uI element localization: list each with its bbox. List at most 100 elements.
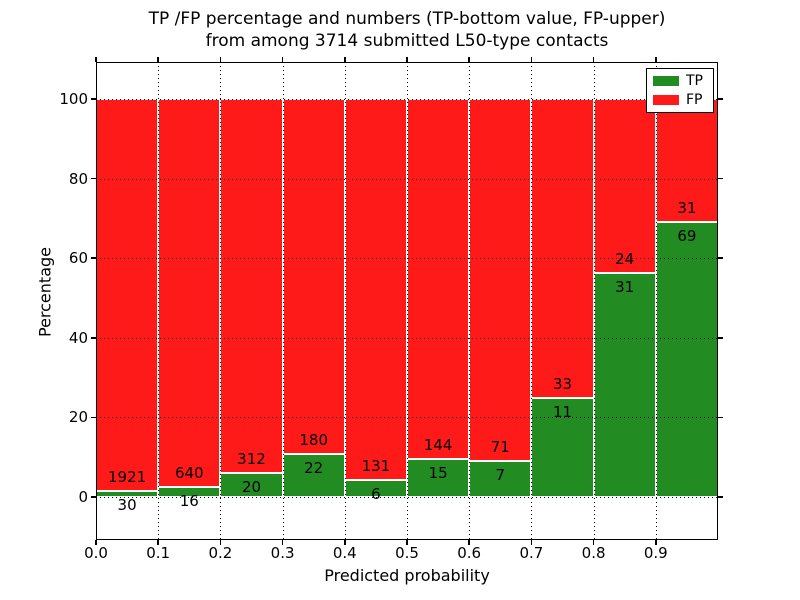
x-tick-label: 0.4 bbox=[332, 544, 357, 562]
x-tick-label: 0.5 bbox=[395, 544, 419, 562]
fp-bar-segment bbox=[531, 99, 594, 398]
tp-count-label: 22 bbox=[304, 458, 324, 477]
y-tick-mark bbox=[91, 496, 96, 498]
vertical-gridline bbox=[407, 62, 408, 540]
tp-bar-segment bbox=[282, 453, 345, 497]
x-axis-label: Predicted probability bbox=[324, 566, 490, 585]
vertical-gridline bbox=[655, 62, 657, 540]
tp-count-label: 7 bbox=[495, 466, 506, 485]
x-tick-label: 0.1 bbox=[146, 544, 171, 562]
fp-count-label: 1921 bbox=[108, 467, 147, 486]
x-tick-label: 0.8 bbox=[581, 544, 606, 562]
fp-bar-segment bbox=[344, 99, 407, 480]
x-tick-mark-top bbox=[468, 57, 470, 62]
tp-legend-swatch-icon bbox=[653, 76, 679, 87]
chart-title: TP /FP percentage and numbers (TP-bottom… bbox=[96, 8, 718, 52]
fp-count-label: 71 bbox=[490, 438, 510, 457]
x-tick-mark bbox=[530, 540, 533, 545]
x-tick-mark-top bbox=[530, 57, 533, 62]
y-tick-label: 20 bbox=[68, 408, 88, 427]
tp-count-label: 31 bbox=[615, 277, 635, 296]
vertical-gridline bbox=[158, 62, 160, 540]
x-tick-mark-top bbox=[592, 57, 595, 62]
fp-bar-segment bbox=[407, 99, 470, 460]
fp-count-label: 31 bbox=[677, 199, 697, 218]
y-tick-label: 80 bbox=[68, 169, 88, 188]
x-tick-mark bbox=[406, 540, 408, 545]
x-tick-mark-top bbox=[281, 57, 284, 62]
vertical-gridline bbox=[531, 62, 533, 540]
x-tick-mark-top bbox=[344, 57, 346, 62]
y-tick-mark-right bbox=[718, 337, 723, 339]
vertical-gridline bbox=[469, 62, 471, 540]
x-tick-mark bbox=[219, 540, 222, 545]
legend-label-tp: TP bbox=[686, 73, 703, 90]
y-tick-mark bbox=[91, 177, 96, 180]
x-tick-mark bbox=[655, 540, 657, 545]
fp-count-label: 312 bbox=[237, 450, 266, 469]
vertical-gridline bbox=[593, 62, 595, 540]
y-tick-label: 40 bbox=[68, 328, 88, 347]
y-tick-mark bbox=[91, 257, 96, 259]
tp-count-label: 11 bbox=[552, 402, 573, 421]
tp-bar-segment bbox=[655, 222, 718, 497]
chart-title-line2: from among 3714 submitted L50-type conta… bbox=[205, 31, 609, 51]
x-tick-mark-top bbox=[219, 57, 222, 62]
fp-count-label: 24 bbox=[615, 249, 635, 268]
legend-entry-fp: FP bbox=[653, 92, 707, 108]
x-tick-label: 0.9 bbox=[643, 544, 668, 562]
tp-count-label: 16 bbox=[179, 492, 199, 511]
y-tick-mark-right bbox=[718, 257, 723, 259]
x-tick-label: 0.3 bbox=[270, 544, 295, 562]
plot-area: 1921 30 640 16 312 20 180 22 131 6 144 15 71 7 33 11 24 3… bbox=[91, 57, 723, 545]
fp-bar-segment bbox=[469, 99, 532, 462]
legend: TP FP bbox=[646, 68, 714, 113]
tp-bar-segment bbox=[469, 461, 532, 497]
x-tick-mark bbox=[157, 540, 159, 545]
x-tick-mark bbox=[281, 540, 284, 545]
x-tick-mark bbox=[95, 540, 97, 545]
tp-count-label: 20 bbox=[241, 478, 262, 497]
fp-legend-swatch-icon bbox=[653, 94, 679, 105]
x-tick-mark-top bbox=[157, 57, 159, 62]
tp-count-label: 69 bbox=[677, 227, 697, 246]
y-tick-label: 0 bbox=[78, 488, 88, 506]
legend-entry-tp: TP bbox=[653, 73, 707, 89]
fp-count-label: 33 bbox=[552, 374, 573, 393]
vertical-gridline bbox=[344, 62, 346, 540]
fp-bar-segment bbox=[96, 99, 159, 491]
x-tick-mark bbox=[592, 540, 595, 545]
fp-bar-segment bbox=[593, 99, 656, 273]
x-tick-mark-top bbox=[95, 57, 97, 62]
x-tick-label: 0.0 bbox=[84, 544, 108, 562]
vertical-gridline bbox=[220, 62, 222, 540]
chart-title-line1: TP /FP percentage and numbers (TP-bottom… bbox=[148, 9, 666, 29]
y-tick-mark bbox=[91, 337, 96, 339]
tp-bar-segment bbox=[531, 397, 594, 497]
x-tick-mark-top bbox=[406, 57, 408, 62]
fp-bar-segment bbox=[220, 99, 283, 474]
x-tick-mark bbox=[468, 540, 470, 545]
x-tick-label: 0.7 bbox=[519, 544, 544, 562]
y-tick-mark-right bbox=[718, 177, 723, 180]
x-tick-mark-top bbox=[655, 57, 657, 62]
fp-count-label: 640 bbox=[174, 464, 204, 483]
legend-label-fp: FP bbox=[686, 91, 703, 108]
fp-count-label: 144 bbox=[423, 436, 453, 455]
tp-count-label: 6 bbox=[371, 484, 381, 503]
x-tick-label: 0.6 bbox=[457, 544, 482, 562]
fp-bar-segment bbox=[158, 99, 221, 488]
tp-count-label: 15 bbox=[428, 464, 448, 483]
y-tick-mark-right bbox=[718, 98, 723, 100]
tp-bar-segment bbox=[407, 459, 470, 497]
fp-count-label: 131 bbox=[361, 456, 391, 475]
y-tick-label: 60 bbox=[68, 249, 88, 268]
y-tick-label: 100 bbox=[59, 90, 88, 108]
x-tick-mark bbox=[344, 540, 346, 545]
y-tick-mark bbox=[91, 416, 96, 419]
y-tick-mark-right bbox=[718, 416, 723, 419]
x-tick-label: 0.2 bbox=[208, 544, 233, 562]
tp-bar-segment bbox=[593, 272, 656, 497]
tp-count-label: 30 bbox=[117, 495, 137, 514]
